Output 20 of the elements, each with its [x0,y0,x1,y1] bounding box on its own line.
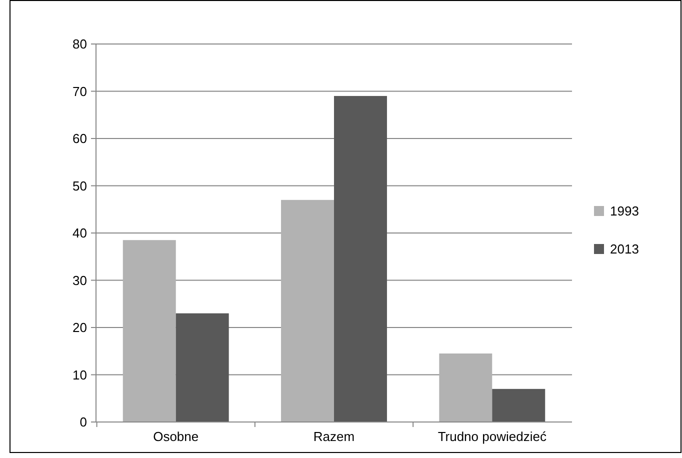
y-tick-label: 10 [72,367,87,382]
legend-label: 1993 [610,204,639,219]
x-tick-label: Razem [313,429,355,444]
y-tick-label: 70 [72,84,87,99]
y-tick-label: 50 [72,178,87,194]
bar [176,313,229,422]
y-tick-label: 20 [72,320,87,336]
bar [334,96,387,422]
y-tick-label: 60 [72,131,87,146]
legend-label: 2013 [610,242,639,257]
x-tick-label: Osobne [153,429,199,444]
x-tick-label: Trudno powiedzieć [438,429,547,444]
y-tick-label: 40 [72,226,87,241]
bar [122,240,176,422]
bar [281,200,334,422]
y-tick-label: 0 [80,414,87,430]
y-tick-label: 30 [72,272,87,288]
bar [439,353,492,422]
bar [492,388,546,422]
y-tick-label: 80 [72,36,87,52]
